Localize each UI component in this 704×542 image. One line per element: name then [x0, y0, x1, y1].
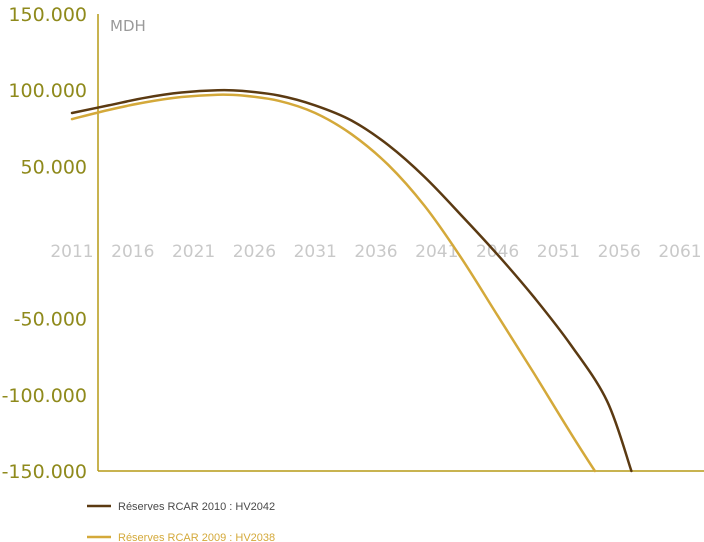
y-tick-label: -100.000: [2, 385, 87, 407]
x-tick-label: 2041: [415, 242, 458, 262]
x-tick-label: 2016: [111, 242, 154, 262]
x-tick-label: 2061: [658, 242, 701, 262]
legend-label-2: Réserves RCAR 2009 : HV2038: [118, 532, 275, 542]
y-tick-label: 150.000: [8, 4, 87, 26]
unit-label: MDH: [110, 17, 146, 35]
y-tick-label: 100.000: [8, 80, 87, 102]
x-tick-label: 2031: [294, 242, 337, 262]
series-line-1: [70, 88, 633, 473]
x-tick-label: 2011: [50, 242, 93, 262]
series-line-2: [70, 93, 597, 473]
x-tick-label: 2046: [476, 242, 519, 262]
axes: [97, 14, 704, 472]
x-tick-labels: 2011 2016 2021 2026 2031 2036 2041 2046 2051 2056…: [50, 242, 701, 262]
y-tick-label: -50.000: [14, 309, 87, 331]
y-tick-labels: 150.000 100.000 50.000 -50.000 -100.000 -150.…: [2, 4, 87, 483]
x-tick-label: 2051: [537, 242, 580, 262]
legend: Réserves RCAR 2010 : HV2042 Réserves RCAR…: [87, 501, 275, 542]
x-tick-label: 2056: [598, 242, 641, 262]
y-tick-label: 50.000: [21, 156, 87, 178]
series-lines: [70, 88, 633, 473]
x-tick-label: 2021: [172, 242, 215, 262]
x-tick-label: 2036: [354, 242, 397, 262]
y-tick-label: -150.000: [2, 461, 87, 483]
x-tick-label: 2026: [233, 242, 276, 262]
legend-label-1: Réserves RCAR 2010 : HV2042: [118, 501, 275, 513]
